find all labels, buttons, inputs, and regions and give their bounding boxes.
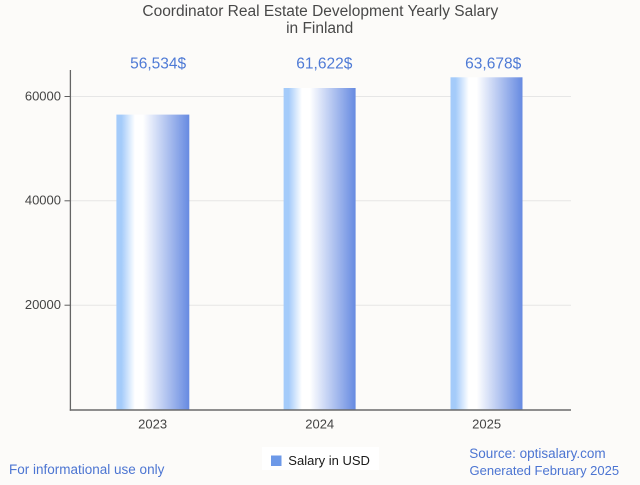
svg-text:Source: optisalary.com: Source: optisalary.com [469,446,605,461]
svg-text:61,622$: 61,622$ [296,55,352,72]
svg-text:40000: 40000 [25,193,61,208]
svg-text:For informational use only: For informational use only [9,462,165,477]
svg-text:Salary in USD: Salary in USD [288,453,370,468]
svg-text:60000: 60000 [25,88,61,103]
svg-text:20000: 20000 [25,297,61,312]
svg-text:Coordinator Real Estate Develo: Coordinator Real Estate Development Year… [142,3,498,20]
svg-text:2025: 2025 [472,416,501,431]
svg-text:63,678$: 63,678$ [465,55,521,72]
svg-text:56,534$: 56,534$ [130,55,186,72]
svg-text:2023: 2023 [138,416,167,431]
svg-text:2024: 2024 [305,416,334,431]
svg-text:in Finland: in Finland [286,20,353,37]
svg-text:Generated February 2025: Generated February 2025 [470,463,620,478]
